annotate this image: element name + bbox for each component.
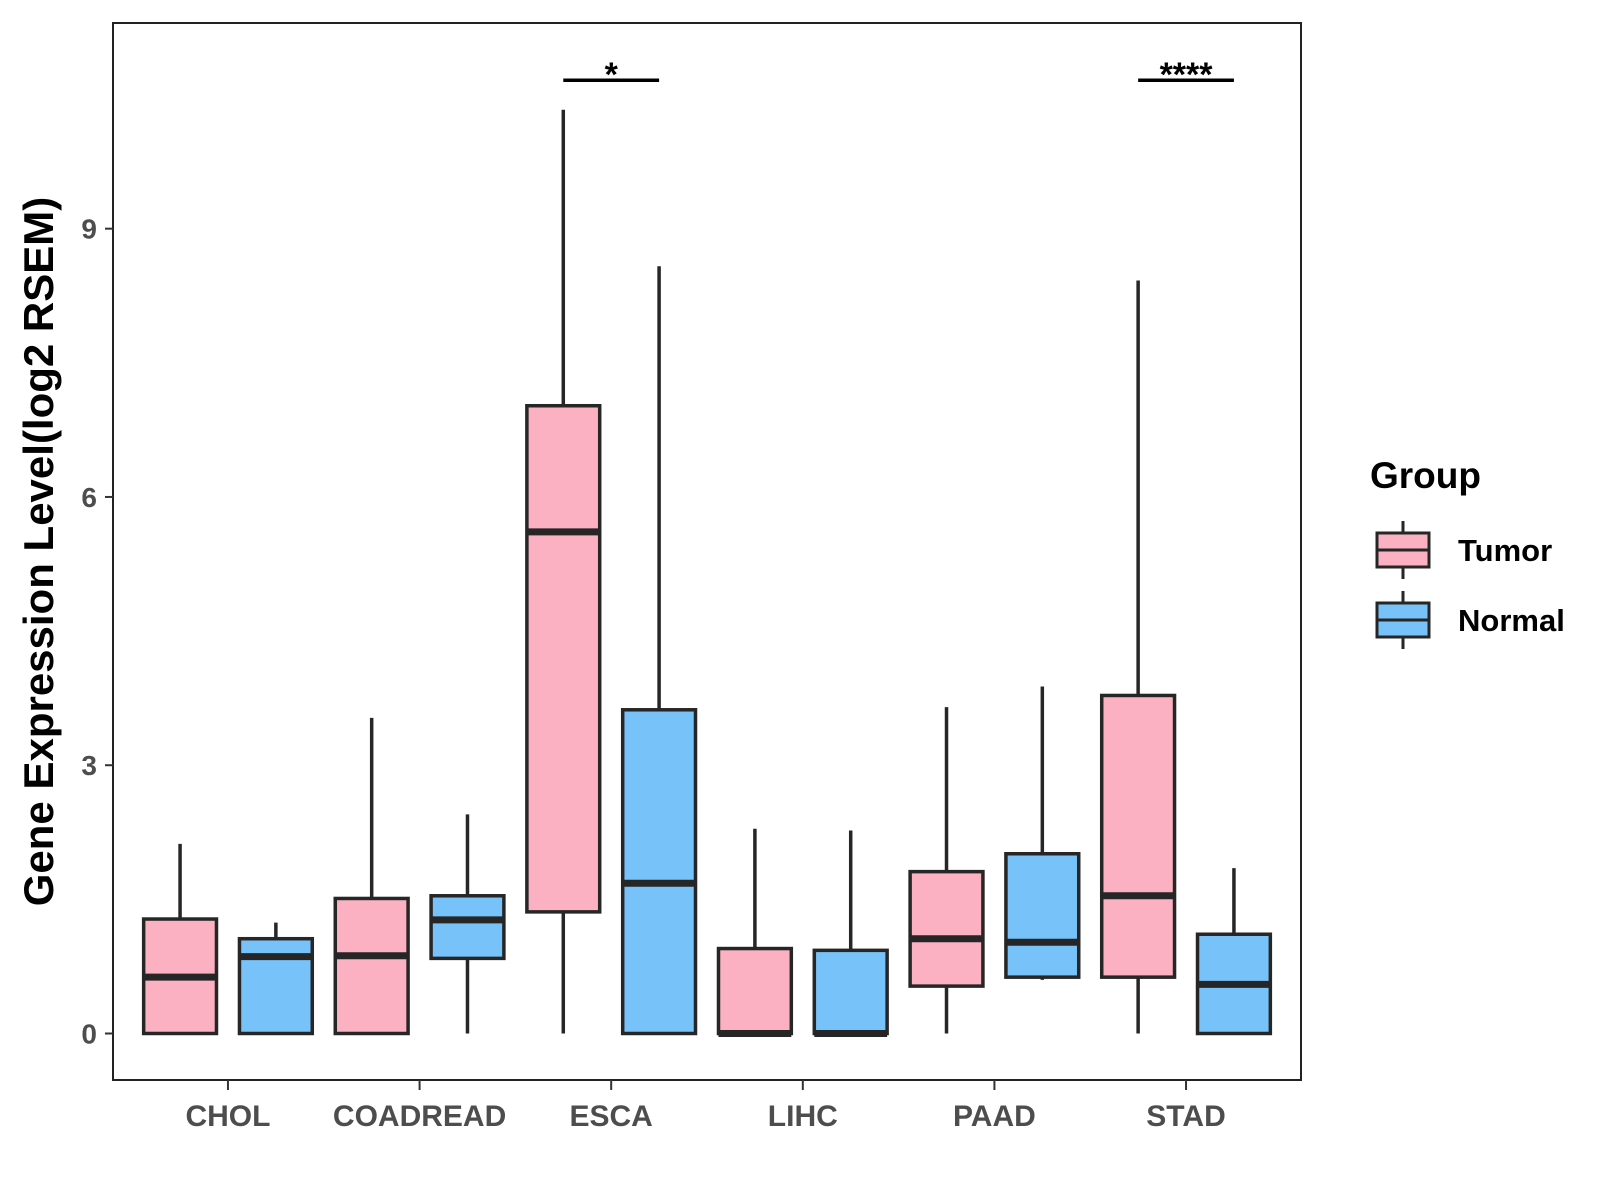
box-normal-paad	[1004, 686, 1081, 980]
box-body	[429, 894, 506, 961]
box-tumor-esca	[525, 109, 602, 1034]
box-body	[1004, 852, 1081, 979]
legend-label: Tumor	[1458, 533, 1552, 568]
box-body	[908, 869, 985, 988]
box-normal-coadread	[429, 814, 506, 1034]
box-tumor-coadread	[333, 717, 410, 1036]
significance-label: ****	[1160, 56, 1214, 94]
y-tick-label: 9	[81, 214, 97, 245]
y-tick-label: 6	[81, 482, 97, 513]
legend-label: Normal	[1458, 603, 1565, 638]
x-tick-label-chol: CHOL	[185, 1100, 270, 1133]
box-body	[716, 946, 794, 1036]
box-tumor-stad	[1099, 280, 1177, 1034]
box-normal-chol	[237, 922, 315, 1036]
significance-esca: *	[563, 56, 660, 94]
box-body	[812, 948, 889, 1036]
legend-item-normal: Normal	[1375, 591, 1565, 649]
box-body	[620, 708, 698, 1036]
box-tumor-paad	[908, 707, 985, 1034]
box-series	[141, 109, 1273, 1037]
x-tick-label-stad: STAD	[1146, 1100, 1225, 1133]
box-tumor-chol	[141, 843, 219, 1036]
legend: Group Tumor Normal	[1370, 455, 1565, 649]
x-axis: CHOL COADREAD ESCA LIHC PAAD STAD	[185, 1080, 1226, 1133]
box-normal-esca	[620, 266, 698, 1036]
y-tick-label: 3	[81, 750, 97, 781]
box-tumor-lihc	[716, 828, 794, 1037]
y-tick-label: 0	[81, 1018, 97, 1049]
significance-stad: ****	[1138, 56, 1234, 94]
significance-label: *	[605, 56, 619, 94]
x-tick-label-lihc: LIHC	[768, 1100, 838, 1133]
box-normal-lihc	[812, 830, 889, 1037]
y-axis-title: Gene Expression Level(log2 RSEM)	[15, 197, 62, 907]
box-body	[525, 403, 602, 914]
y-axis: 0 3 6 9	[81, 214, 113, 1049]
significance-annotations: * ****	[563, 56, 1234, 94]
x-tick-label-paad: PAAD	[953, 1100, 1036, 1133]
legend-title: Group	[1370, 455, 1481, 496]
legend-item-tumor: Tumor	[1375, 521, 1552, 579]
x-tick-label-esca: ESCA	[570, 1100, 653, 1133]
box-body	[1099, 693, 1177, 979]
x-tick-label-coadread: COADREAD	[333, 1100, 506, 1133]
box-body	[237, 936, 315, 1036]
box-body	[333, 896, 410, 1036]
box-normal-stad	[1195, 868, 1273, 1036]
